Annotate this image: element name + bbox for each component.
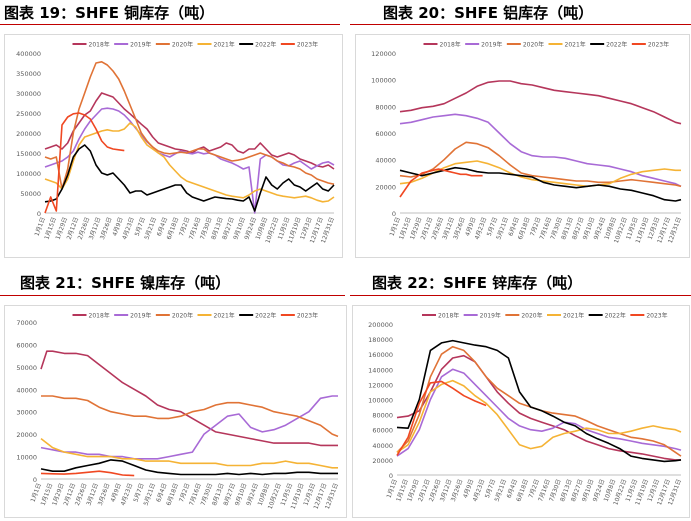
legend-label: 2019年 bbox=[130, 41, 151, 49]
legend-label: 2021年 bbox=[565, 41, 586, 49]
legend-label: 2020年 bbox=[523, 41, 544, 49]
y-tick-label: 200000 bbox=[16, 130, 41, 138]
series-line bbox=[44, 144, 335, 212]
y-tick-label: 200000 bbox=[368, 321, 393, 329]
nickel-inventory-chart: 0100002000030000400005000060000700001月1日… bbox=[16, 312, 340, 511]
y-tick-label: 0 bbox=[37, 210, 41, 218]
series-line bbox=[44, 107, 335, 214]
y-tick-label: 180000 bbox=[368, 336, 393, 344]
y-tick-label: 60000 bbox=[16, 341, 37, 349]
series-line bbox=[399, 168, 483, 198]
y-tick-label: 120000 bbox=[371, 50, 396, 58]
legend-label: 2019年 bbox=[480, 312, 501, 320]
chart-frame: 0 20000 40000 60000 80000 100000 120000 1月1日 1月1… bbox=[355, 34, 690, 258]
series-line bbox=[44, 60, 335, 190]
chart-frame: 0 10000 20000 30000 40000 50000 60000 70000 1月1日… bbox=[4, 305, 347, 518]
series-line bbox=[396, 345, 682, 457]
y-tick-label: 20000 bbox=[16, 431, 37, 439]
title-rule bbox=[350, 295, 691, 296]
y-tick-label: 10000 bbox=[16, 454, 37, 462]
y-tick-label: 60000 bbox=[372, 427, 393, 435]
legend-label: 2023年 bbox=[297, 41, 318, 49]
series-line bbox=[40, 395, 338, 460]
legend-label: 2020年 bbox=[172, 312, 193, 320]
title-rule bbox=[0, 24, 340, 25]
y-tick-label: 50000 bbox=[16, 364, 37, 372]
legend-label: 2021年 bbox=[214, 312, 235, 320]
legend-label: 2022年 bbox=[605, 312, 626, 320]
series-line bbox=[44, 112, 125, 214]
series-line bbox=[399, 113, 682, 188]
legend-label: 2019年 bbox=[481, 41, 502, 49]
legend-label: 2020年 bbox=[521, 312, 542, 320]
zinc-inventory-chart: 0 20000 40000 60000 80000 100000 120000 140000 1… bbox=[368, 312, 683, 507]
series-line bbox=[396, 380, 487, 456]
y-tick-label: 350000 bbox=[16, 70, 41, 78]
legend-label: 2020年 bbox=[172, 41, 193, 49]
series-line bbox=[40, 459, 338, 476]
y-tick-label: 100000 bbox=[371, 77, 396, 85]
panel-title: 图表 20：SHFE 铝库存（吨） bbox=[383, 4, 594, 22]
series-line bbox=[44, 122, 335, 203]
series-line bbox=[40, 350, 338, 447]
panel-title: 图表 19：SHFE 铜库存（吨） bbox=[4, 4, 215, 22]
y-tick-label: 40000 bbox=[16, 386, 37, 394]
title-rule bbox=[0, 295, 345, 296]
legend-label: 2018年 bbox=[440, 41, 461, 49]
y-tick-label: 80000 bbox=[372, 412, 393, 420]
series-line bbox=[399, 80, 682, 125]
title-rule bbox=[350, 24, 691, 25]
y-tick-label: 20000 bbox=[372, 457, 393, 465]
panel-title: 图表 21：SHFE 镍库存（吨） bbox=[20, 274, 231, 292]
aluminum-inventory-chart: 0200004000060000800001000001200001月1日1月1… bbox=[371, 41, 683, 245]
legend-label: 2018年 bbox=[89, 41, 110, 49]
legend-label: 2019年 bbox=[130, 312, 151, 320]
y-tick-label: 20000 bbox=[375, 183, 396, 191]
y-tick-label: 40000 bbox=[375, 157, 396, 165]
series-line bbox=[44, 92, 335, 170]
legend-label: 2021年 bbox=[563, 312, 584, 320]
chart-frame: 0 20000 40000 60000 80000 100000 120000 140000 1… bbox=[352, 305, 690, 518]
y-tick-label: 0 bbox=[33, 476, 37, 484]
chart-frame: 0 50000 100000 150000 200000 250000 300000 3500… bbox=[4, 34, 343, 258]
series-line bbox=[396, 379, 682, 453]
y-tick-label: 250000 bbox=[16, 110, 41, 118]
y-tick-label: 100000 bbox=[368, 397, 393, 405]
legend-label: 2022年 bbox=[255, 312, 276, 320]
series-line bbox=[396, 354, 681, 461]
series-line bbox=[40, 437, 338, 469]
y-tick-label: 400000 bbox=[16, 50, 41, 58]
y-tick-label: 70000 bbox=[16, 319, 37, 327]
series-line bbox=[396, 339, 682, 463]
y-tick-label: 120000 bbox=[368, 381, 393, 389]
series-line bbox=[399, 141, 682, 188]
legend-label: 2021年 bbox=[214, 41, 235, 49]
y-tick-label: 100000 bbox=[16, 170, 41, 178]
panel-title: 图表 22：SHFE 锌库存（吨） bbox=[372, 274, 583, 292]
series-line bbox=[396, 368, 682, 457]
y-tick-label: 60000 bbox=[375, 130, 396, 138]
y-tick-label: 40000 bbox=[372, 442, 393, 450]
y-tick-label: 30000 bbox=[16, 409, 37, 417]
legend-label: 2022年 bbox=[606, 41, 627, 49]
y-tick-label: 50000 bbox=[20, 190, 41, 198]
copper-inventory-chart: 0 50000 100000 150000 200000 250000 300000 3500… bbox=[16, 41, 336, 245]
y-tick-label: 140000 bbox=[368, 366, 393, 374]
legend-label: 2023年 bbox=[297, 312, 318, 320]
y-tick-label: 80000 bbox=[375, 103, 396, 111]
legend-label: 2018年 bbox=[89, 312, 110, 320]
series-line bbox=[41, 395, 339, 438]
legend-label: 2018年 bbox=[438, 312, 459, 320]
series-line bbox=[399, 166, 682, 202]
series-line bbox=[40, 470, 135, 477]
legend-label: 2023年 bbox=[646, 312, 667, 320]
y-tick-label: 0 bbox=[389, 472, 393, 480]
legend-label: 2023年 bbox=[648, 41, 669, 49]
legend-label: 2022年 bbox=[255, 41, 276, 49]
y-tick-label: 300000 bbox=[16, 90, 41, 98]
y-tick-label: 160000 bbox=[368, 351, 393, 359]
y-tick-label: 150000 bbox=[16, 150, 41, 158]
series-line bbox=[399, 160, 681, 188]
y-tick-label: 0 bbox=[392, 210, 396, 218]
